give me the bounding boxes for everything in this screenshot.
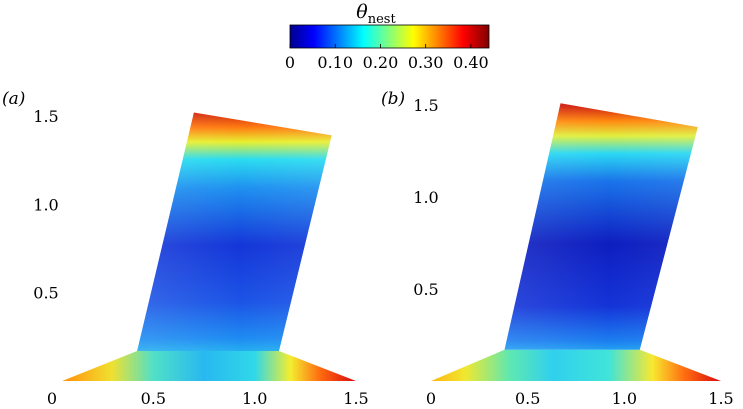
panel-label-b: (b) xyxy=(381,89,405,109)
panel-a: (a) 0 0.5 1.0 1.5 0.5 1.0 1.5 xyxy=(2,89,369,408)
y-tick-label: 0.5 xyxy=(413,280,438,299)
colorbar-ticks: 0 0.10 0.20 0.30 0.40 xyxy=(285,44,489,72)
panel-b-x-ticks: 0 0.5 1.0 1.5 xyxy=(426,389,734,408)
y-tick-label: 1.5 xyxy=(33,107,58,126)
colorbar-title-subscript: nest xyxy=(368,12,397,27)
colorbar-tick-label: 0.40 xyxy=(453,53,489,72)
x-tick-label: 1.5 xyxy=(708,389,733,408)
colorbar-title: θnest xyxy=(356,1,396,27)
y-tick-label: 0.5 xyxy=(33,284,58,303)
y-tick-label: 1.5 xyxy=(413,96,438,115)
x-tick-label: 1.5 xyxy=(343,389,368,408)
x-tick-label: 1.0 xyxy=(612,389,637,408)
panel-b-column-shading xyxy=(504,103,698,350)
colorbar-tick-label: 0.20 xyxy=(363,53,399,72)
colorbar-tick-label: 0.30 xyxy=(408,53,444,72)
x-tick-label: 0 xyxy=(47,389,57,408)
x-tick-label: 0.5 xyxy=(141,389,166,408)
colorbar-tick-label: 0 xyxy=(285,53,295,72)
colorbar: θnest 0 0.10 0.20 0.30 0.40 xyxy=(285,1,490,72)
y-tick-label: 1.0 xyxy=(33,195,58,214)
panel-a-y-ticks: 0.5 1.0 1.5 xyxy=(33,107,58,303)
x-tick-label: 1.0 xyxy=(242,389,267,408)
colorbar-title-symbol: θ xyxy=(356,1,368,23)
panel-a-column-shading xyxy=(137,112,332,351)
panel-a-base-region xyxy=(62,351,356,381)
y-tick-label: 1.0 xyxy=(413,188,438,207)
panel-b-base-region xyxy=(431,349,721,381)
colorbar-tick-label: 0.10 xyxy=(317,53,353,72)
panel-label-a: (a) xyxy=(2,89,25,109)
x-tick-label: 0 xyxy=(426,389,436,408)
panel-a-x-ticks: 0 0.5 1.0 1.5 xyxy=(47,389,369,408)
panel-b-y-ticks: 0.5 1.0 1.5 xyxy=(413,96,438,299)
colorbar-gradient-bar xyxy=(289,24,490,49)
panel-b: (b) 0 0.5 1.0 1.5 0.5 1.0 1.5 xyxy=(381,89,734,408)
x-tick-label: 0.5 xyxy=(515,389,540,408)
